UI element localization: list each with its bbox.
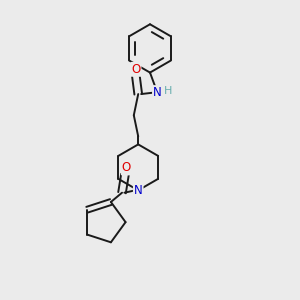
Text: N: N <box>153 86 162 99</box>
Text: N: N <box>134 184 142 197</box>
Text: H: H <box>164 86 173 96</box>
Text: O: O <box>131 63 140 76</box>
Text: O: O <box>122 161 131 175</box>
